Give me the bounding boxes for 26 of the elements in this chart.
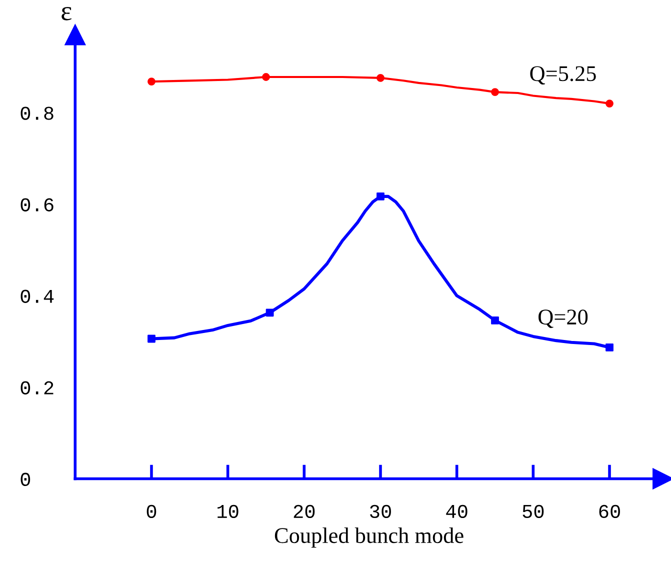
point bbox=[606, 100, 614, 108]
x-tick-label: 50 bbox=[522, 504, 544, 518]
x-tick-label: 20 bbox=[294, 504, 315, 518]
point bbox=[262, 73, 270, 81]
point bbox=[148, 334, 156, 343]
x-tick-label: 10 bbox=[218, 504, 238, 518]
x-tick-label: 30 bbox=[370, 504, 391, 518]
point bbox=[491, 88, 499, 96]
y-tick-label: 0.6 bbox=[20, 198, 54, 212]
x-tick-label: 40 bbox=[446, 504, 468, 518]
point bbox=[606, 343, 614, 352]
y-tick-label: 0 bbox=[20, 472, 30, 486]
y-tick-label: 0.8 bbox=[20, 106, 54, 120]
annotation: Q=20 bbox=[538, 310, 588, 328]
point bbox=[148, 78, 156, 86]
annotation: Q=5.25 bbox=[530, 66, 596, 85]
y-tick-label: 0.2 bbox=[20, 381, 54, 394]
x-axis-title: Coupled bunch mode bbox=[274, 527, 464, 548]
point bbox=[266, 308, 274, 317]
y-tick-label: 0.4 bbox=[20, 290, 54, 303]
x-tick-label: 0 bbox=[146, 504, 156, 518]
point bbox=[376, 74, 384, 82]
point bbox=[491, 316, 499, 324]
y-axis-title: ε bbox=[62, 7, 72, 20]
point bbox=[376, 192, 384, 200]
x-tick-label: 60 bbox=[599, 504, 620, 518]
